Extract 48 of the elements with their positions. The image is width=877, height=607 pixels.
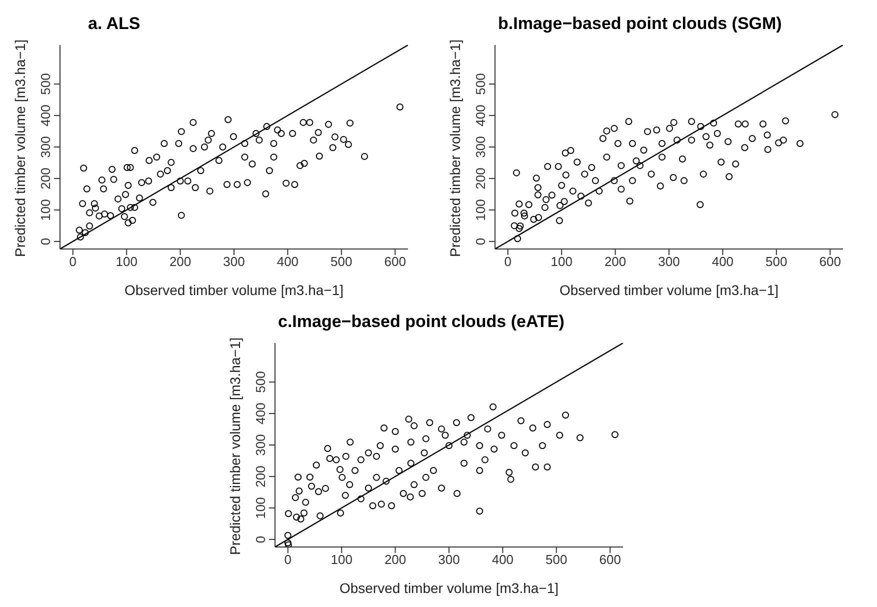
y-tick-label: 500 <box>473 73 488 95</box>
y-tick-label: 300 <box>38 136 53 158</box>
y-tick-label: 100 <box>473 199 488 221</box>
y-tick-label: 300 <box>253 434 268 456</box>
y-tick-label: 300 <box>473 136 488 158</box>
x-tick-label: 0 <box>504 254 512 270</box>
x-tick-label: 400 <box>712 254 734 270</box>
y-tick-label: 200 <box>473 168 488 190</box>
x-tick-label: 400 <box>276 254 299 270</box>
x-axis-title: Observed timber volume [m3.ha−1] <box>559 282 779 298</box>
y-tick-label: 400 <box>38 104 53 126</box>
x-tick-label: 200 <box>604 254 626 270</box>
x-tick-label: 300 <box>438 552 460 568</box>
x-tick-label: 500 <box>330 254 352 270</box>
y-axis-title: Predicted timber volume [m3.ha−1] <box>446 40 463 257</box>
x-tick-label: 0 <box>284 552 292 568</box>
x-tick-label: 300 <box>658 254 680 270</box>
x-tick-label: 500 <box>546 552 568 568</box>
y-tick-label: 400 <box>473 104 488 126</box>
x-axis-title: Observed timber volume [m3.ha−1] <box>339 580 559 596</box>
chart-title: a. ALS <box>87 13 142 35</box>
x-tick-label: 100 <box>116 254 138 270</box>
chart-title: b.Image−based point clouds (SGM) <box>497 13 783 35</box>
x-tick-label: 600 <box>599 552 621 568</box>
y-tick-label: 200 <box>253 466 268 488</box>
x-tick-label: 500 <box>766 254 788 270</box>
chart-title: c.Image−based point clouds (eATE) <box>277 311 566 333</box>
x-tick-label: 100 <box>330 552 352 568</box>
x-tick-label: 200 <box>169 254 192 270</box>
y-tick-label: 0 <box>253 536 268 544</box>
x-tick-label: 100 <box>550 254 572 270</box>
x-tick-label: 300 <box>223 254 245 270</box>
x-axis-title: Observed timber volume [m3.ha−1] <box>124 282 344 298</box>
x-tick-label: 0 <box>69 254 77 270</box>
x-tick-label: 600 <box>819 254 841 270</box>
y-axis-title: Predicted timber volume [m3.ha−1] <box>12 40 28 257</box>
y-tick-label: 0 <box>38 238 53 246</box>
y-tick-label: 100 <box>38 199 53 221</box>
y-tick-label: 400 <box>253 402 268 424</box>
y-tick-label: 500 <box>38 73 53 95</box>
y-axis-title: Predicted timber volume [m3.ha−1] <box>226 338 243 555</box>
y-tick-label: 0 <box>473 238 488 246</box>
y-tick-label: 100 <box>253 497 268 519</box>
x-tick-label: 200 <box>384 552 406 568</box>
x-tick-label: 400 <box>492 552 514 568</box>
y-tick-label: 500 <box>253 371 268 393</box>
x-tick-label: 600 <box>384 254 406 270</box>
y-tick-label: 200 <box>38 168 53 190</box>
